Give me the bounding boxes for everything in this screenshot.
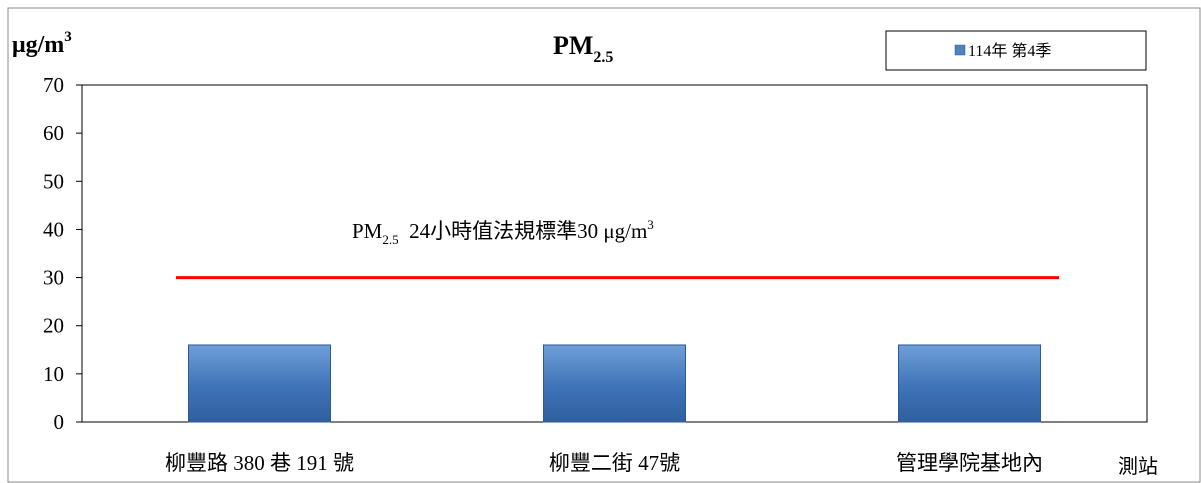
y-tick-label: 20: [43, 314, 64, 338]
y-tick-label: 70: [43, 73, 64, 97]
y-tick-label: 0: [54, 410, 65, 434]
y-tick-label: 40: [43, 217, 64, 241]
x-axis-labels: 柳豐路 380 巷 191 號 柳豐二街 47號 管理學院基地內: [165, 451, 1043, 475]
y-axis-unit: μg/m3: [12, 29, 72, 58]
bars: [188, 344, 1041, 423]
chart-title: PM2.5: [553, 31, 613, 66]
x-tick-label: 管理學院基地內: [896, 451, 1043, 475]
legend: 114年 第4季: [885, 30, 1147, 71]
y-tick-label: 10: [43, 362, 64, 386]
bar: [543, 344, 686, 423]
bar: [898, 344, 1041, 423]
legend-swatch: [954, 44, 966, 56]
chart-border: [7, 7, 1201, 483]
y-axis-ticks: 0 10 20 30 40 50 60 70: [43, 73, 82, 434]
reference-line-label: PM2.5 24小時值法規標準30 μg/m3: [352, 217, 654, 247]
y-tick-label: 50: [43, 169, 64, 193]
x-tick-label: 柳豐路 380 巷 191 號: [165, 451, 354, 475]
bar: [188, 344, 331, 423]
legend-box: [885, 30, 1147, 71]
y-tick-label: 30: [43, 266, 64, 290]
x-axis-title: 測站: [1118, 455, 1158, 478]
x-tick-label: 柳豐二街 47號: [549, 451, 680, 475]
legend-label: 114年 第4季: [968, 42, 1051, 60]
y-tick-label: 60: [43, 121, 64, 145]
